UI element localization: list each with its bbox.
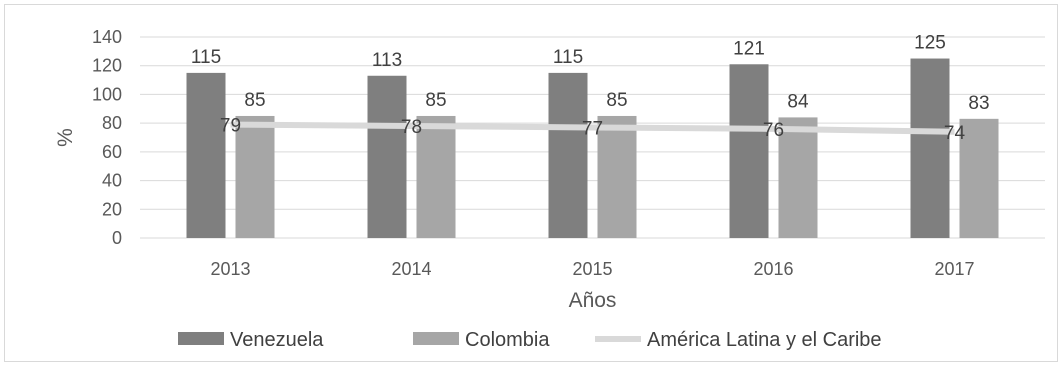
line-data-label: 78 xyxy=(401,117,422,138)
bar-venezuela xyxy=(548,72,588,239)
x-tick-label: 2013 xyxy=(210,259,250,279)
y-tick-label: 120 xyxy=(92,56,122,76)
chart-frame xyxy=(4,4,1058,362)
data-label: 113 xyxy=(372,50,402,71)
y-tick-label: 80 xyxy=(102,113,122,133)
data-label: 85 xyxy=(606,90,627,111)
bar-venezuela xyxy=(367,75,407,238)
legend-label: Venezuela xyxy=(230,329,324,351)
bar-colombia xyxy=(959,118,999,238)
data-label: 125 xyxy=(914,33,946,54)
data-label: 121 xyxy=(733,38,765,59)
line-data-label: 79 xyxy=(220,116,241,137)
x-tick-label: 2014 xyxy=(391,259,431,279)
y-tick-label: 140 xyxy=(92,27,122,47)
data-label: 85 xyxy=(244,90,265,111)
data-label: 115 xyxy=(553,47,583,68)
bar-colombia xyxy=(778,117,818,238)
bar-colombia xyxy=(416,115,456,238)
x-axis-title: Años xyxy=(569,289,617,312)
legend-label: Colombia xyxy=(465,329,550,351)
data-label: 115 xyxy=(191,47,221,68)
data-label: 85 xyxy=(425,90,446,111)
y-axis-title: % xyxy=(54,128,77,147)
y-tick-label: 40 xyxy=(102,171,122,191)
line-data-label: 74 xyxy=(944,123,966,144)
y-tick-label: 20 xyxy=(102,199,122,219)
bar-venezuela xyxy=(910,58,950,239)
x-tick-label: 2015 xyxy=(572,259,612,279)
bar-colombia xyxy=(597,115,637,238)
bar-colombia xyxy=(235,115,275,238)
line-data-label: 76 xyxy=(763,120,784,141)
bar-venezuela xyxy=(186,72,226,239)
bar-venezuela xyxy=(729,64,769,239)
line-series xyxy=(230,121,955,135)
y-tick-label: 60 xyxy=(102,142,122,162)
x-tick-label: 2016 xyxy=(753,259,793,279)
legend-swatch xyxy=(178,332,224,345)
data-label: 83 xyxy=(968,93,989,114)
line-data-label: 77 xyxy=(582,118,603,139)
y-tick-label: 100 xyxy=(92,84,122,104)
data-label: 84 xyxy=(787,91,809,112)
legend-swatch xyxy=(413,332,459,345)
x-tick-label: 2017 xyxy=(934,259,974,279)
legend-label: América Latina y el Caribe xyxy=(647,329,882,351)
y-tick-label: 0 xyxy=(112,228,122,248)
